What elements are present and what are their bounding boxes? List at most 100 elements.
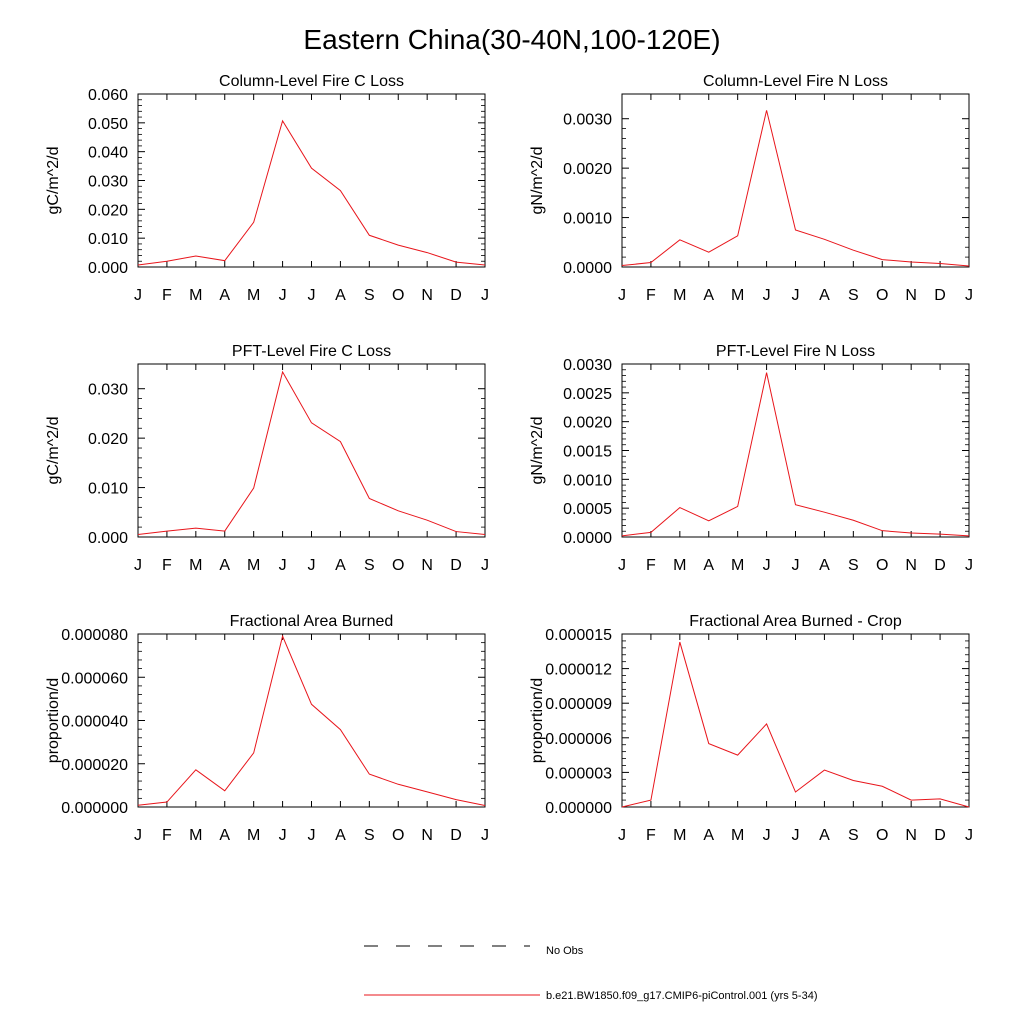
y-tick-label: 0.0030 bbox=[563, 357, 612, 374]
x-tick-label: J bbox=[279, 827, 287, 844]
x-tick-label: A bbox=[219, 557, 230, 574]
plot-frame bbox=[137, 633, 486, 808]
x-tick-label: N bbox=[905, 287, 917, 304]
x-tick-label: J bbox=[792, 827, 800, 844]
y-tick-label: 0.010 bbox=[88, 481, 128, 498]
x-tick-label: F bbox=[162, 557, 172, 574]
y-tick-label: 0.000003 bbox=[545, 765, 612, 782]
y-tick-label: 0.000 bbox=[88, 260, 128, 277]
x-tick-label: J bbox=[134, 827, 142, 844]
x-tick-label: D bbox=[934, 287, 946, 304]
y-tick-label: 0.000006 bbox=[545, 731, 612, 748]
x-tick-label: A bbox=[219, 827, 230, 844]
legend: No Obs b.e21.BW1850.f09_g17.CMIP6-piCont… bbox=[364, 945, 817, 1002]
y-axis-label: proportion/d bbox=[529, 678, 546, 763]
x-tick-label: J bbox=[763, 287, 771, 304]
y-tick-label: 0.0010 bbox=[563, 472, 612, 489]
x-tick-label: A bbox=[335, 557, 346, 574]
x-tick-label: J bbox=[618, 827, 626, 844]
x-tick-label: J bbox=[279, 287, 287, 304]
y-tick-label: 0.060 bbox=[88, 87, 128, 104]
y-tick-label: 0.000012 bbox=[545, 662, 612, 679]
x-tick-label: N bbox=[421, 287, 433, 304]
x-tick-label: J bbox=[308, 287, 316, 304]
y-tick-label: 0.020 bbox=[88, 431, 128, 448]
x-tick-label: N bbox=[905, 557, 917, 574]
x-tick-label: J bbox=[965, 287, 973, 304]
y-tick-label: 0.0010 bbox=[563, 211, 612, 228]
series-line bbox=[137, 634, 486, 806]
x-tick-label: J bbox=[763, 557, 771, 574]
y-axis-label: gC/m^2/d bbox=[45, 417, 62, 485]
y-tick-label: 0.0025 bbox=[563, 386, 612, 403]
x-tick-label: M bbox=[731, 827, 744, 844]
panel-title: Column-Level Fire C Loss bbox=[219, 73, 404, 90]
plot-frame bbox=[621, 93, 970, 268]
x-tick-label: D bbox=[450, 287, 462, 304]
x-tick-label: N bbox=[421, 827, 433, 844]
x-tick-label: J bbox=[308, 557, 316, 574]
y-axis-label: gN/m^2/d bbox=[529, 417, 546, 485]
x-tick-label: S bbox=[848, 827, 859, 844]
y-axis-label: gC/m^2/d bbox=[45, 147, 62, 215]
y-tick-label: 0.000060 bbox=[61, 670, 128, 687]
x-tick-label: M bbox=[247, 287, 260, 304]
series-line bbox=[621, 372, 970, 537]
y-tick-label: 0.0020 bbox=[563, 415, 612, 432]
y-tick-label: 0.000 bbox=[88, 530, 128, 547]
plot-frame bbox=[137, 93, 486, 268]
x-tick-label: A bbox=[335, 827, 346, 844]
y-tick-label: 0.0005 bbox=[563, 501, 612, 518]
x-tick-label: S bbox=[364, 287, 375, 304]
x-tick-label: M bbox=[189, 557, 202, 574]
x-tick-label: J bbox=[481, 287, 489, 304]
panel-title: PFT-Level Fire C Loss bbox=[232, 343, 391, 360]
y-tick-label: 0.0020 bbox=[563, 161, 612, 178]
x-tick-label: M bbox=[731, 557, 744, 574]
x-tick-label: A bbox=[819, 827, 830, 844]
x-tick-label: M bbox=[673, 827, 686, 844]
y-tick-label: 0.030 bbox=[88, 174, 128, 191]
y-tick-label: 0.000040 bbox=[61, 714, 128, 731]
x-tick-label: O bbox=[392, 287, 404, 304]
panel-title: Fractional Area Burned - Crop bbox=[689, 613, 902, 630]
plot-frame bbox=[621, 363, 970, 538]
x-tick-label: J bbox=[965, 827, 973, 844]
panel-6: Fractional Area Burned - Crop proportion/… bbox=[529, 613, 973, 844]
x-tick-label: F bbox=[646, 557, 656, 574]
x-tick-label: F bbox=[162, 827, 172, 844]
y-tick-label: 0.000000 bbox=[61, 800, 128, 817]
x-tick-label: N bbox=[905, 827, 917, 844]
x-tick-label: J bbox=[279, 557, 287, 574]
x-tick-label: D bbox=[934, 827, 946, 844]
x-tick-label: S bbox=[364, 827, 375, 844]
legend-obs-label: No Obs bbox=[546, 945, 584, 957]
x-tick-label: J bbox=[618, 287, 626, 304]
x-tick-label: A bbox=[335, 287, 346, 304]
plot-frame bbox=[137, 363, 486, 538]
y-tick-label: 0.030 bbox=[88, 382, 128, 399]
plot-frame bbox=[621, 633, 970, 808]
main-title: Eastern China(30-40N,100-120E) bbox=[303, 24, 720, 55]
x-tick-label: N bbox=[421, 557, 433, 574]
x-tick-label: J bbox=[965, 557, 973, 574]
y-tick-label: 0.000020 bbox=[61, 757, 128, 774]
y-tick-label: 0.000015 bbox=[545, 627, 612, 644]
legend-model-label: b.e21.BW1850.f09_g17.CMIP6-piControl.001… bbox=[546, 990, 817, 1002]
x-tick-label: A bbox=[219, 287, 230, 304]
x-tick-label: O bbox=[392, 827, 404, 844]
x-tick-label: J bbox=[134, 287, 142, 304]
x-tick-label: O bbox=[876, 557, 888, 574]
x-tick-label: J bbox=[618, 557, 626, 574]
x-tick-label: F bbox=[646, 287, 656, 304]
x-tick-label: A bbox=[819, 287, 830, 304]
x-tick-label: D bbox=[450, 827, 462, 844]
x-tick-label: J bbox=[481, 557, 489, 574]
x-tick-label: M bbox=[673, 287, 686, 304]
y-tick-label: 0.0000 bbox=[563, 530, 612, 547]
y-tick-label: 0.0015 bbox=[563, 444, 612, 461]
